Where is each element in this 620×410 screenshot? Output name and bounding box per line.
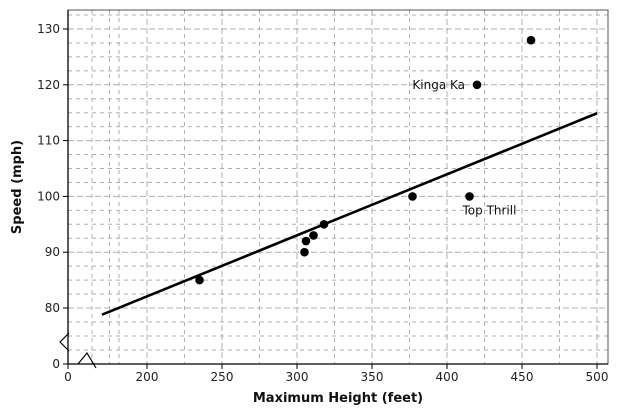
y-tick-label: 110 [37,134,60,148]
data-point [408,192,417,201]
data-point [465,192,474,201]
y-tick-label: 100 [37,189,60,203]
data-point [526,35,536,45]
y-tick-label: 130 [37,22,60,36]
axes [59,9,609,369]
annotation-label: Top Thrill [462,203,517,217]
x-tick-label: 400 [436,370,459,384]
x-tick-label: 450 [511,370,534,384]
y-tick-label: 90 [45,245,60,259]
grid [68,10,608,364]
y-tick-label: 0 [52,357,60,371]
data-points [195,35,536,285]
x-tick-label: 350 [361,370,384,384]
data-point [300,247,309,257]
y-axis-break [59,332,70,352]
tick-labels: 0 200 250 300 350 400 450 500 0 80 90 100 110 120 130 [37,22,608,384]
data-point [195,275,204,285]
plot-border [67,9,609,365]
data-point [309,231,318,240]
y-tick-label: 80 [45,301,60,315]
trendline [101,112,598,316]
annotation-label: Kinga Ka [412,78,465,92]
x-tick-label: 250 [211,370,234,384]
y-tick-label: 120 [37,78,60,92]
x-tick-label: 500 [586,370,609,384]
y-axis-title: Speed (mph) [10,140,25,234]
data-point [472,80,482,90]
x-tick-label: 300 [286,370,309,384]
x-tick-label: 0 [64,370,72,384]
annotations: Kinga Ka Top Thrill [412,78,516,218]
x-axis-title: Maximum Height (feet) [253,391,423,406]
data-point [301,236,311,246]
x-axis-break [77,351,97,369]
x-tick-label: 200 [136,370,159,384]
data-point [319,220,329,229]
